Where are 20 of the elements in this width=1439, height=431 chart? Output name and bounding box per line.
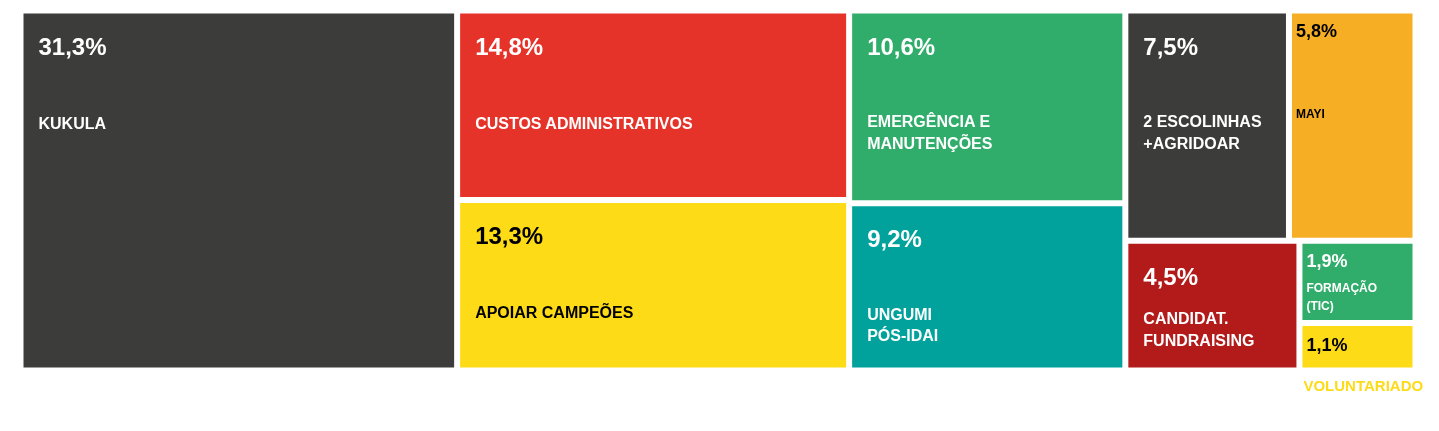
data-label: 4,5% [1143, 262, 1199, 290]
category-label: MAYI [1295, 106, 1325, 121]
data-label: 13,3% [475, 222, 544, 250]
data-label: 14,8% [475, 32, 544, 60]
category-label: 2 ESCOLINHAS +AGRIDOAR [1143, 113, 1262, 152]
data-label: 7,5% [1143, 32, 1199, 60]
category-label: UNGUMI PÓS-IDAI [867, 305, 939, 345]
data-label: 31,3% [38, 32, 107, 60]
category-label: CUSTOS ADMINISTRATIVOS [475, 114, 693, 132]
data-label: 5,8% [1295, 20, 1337, 41]
data-label: 9,2% [867, 225, 922, 253]
category-label: VOLUNTARIADO [1303, 376, 1424, 394]
data-label: 10,6% [867, 32, 936, 60]
category-label: EMERGÊNCIA E MANUTENÇÕES [867, 112, 993, 152]
category-label: FORMAÇÃO (TIC) [1306, 280, 1378, 313]
data-label: 1,1% [1306, 334, 1348, 355]
category-label: KUKULA [38, 114, 107, 132]
category-label: CANDIDAT. FUNDRAISING [1143, 310, 1255, 349]
category-label: APOIAR CAMPEÕES [475, 302, 634, 322]
data-label: 1,9% [1306, 250, 1348, 271]
